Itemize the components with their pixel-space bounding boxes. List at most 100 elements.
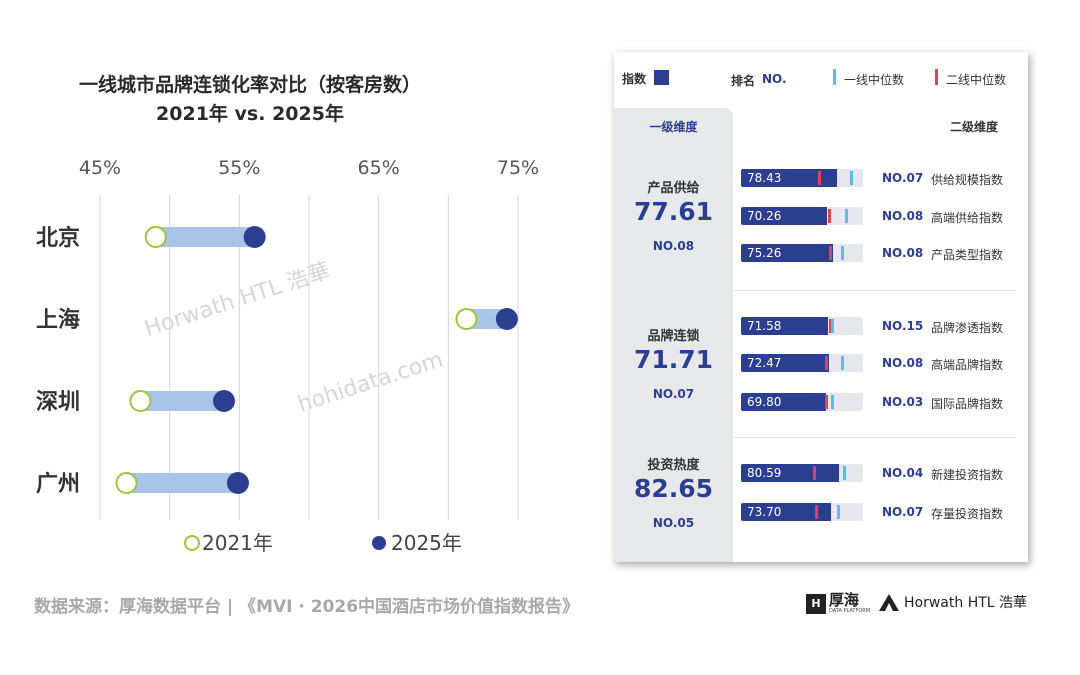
- sub-index-name: 新建投资指数: [931, 468, 1004, 482]
- index-bar: 69.80: [741, 393, 863, 411]
- level1-header: 一级维度: [649, 120, 698, 134]
- index-bar-fill: [741, 207, 827, 225]
- legend-2025-marker: [372, 536, 386, 550]
- index-bar: 73.70: [741, 503, 863, 521]
- sub-index-name: 产品类型指数: [931, 248, 1004, 262]
- horwath-logo: Horwath HTL 浩華: [878, 592, 1027, 612]
- sub-index-name: 高端供给指数: [931, 211, 1004, 225]
- group-rank: NO.07: [652, 387, 695, 401]
- index-bar-fill: [741, 169, 837, 187]
- sub-index-name: 国际品牌指数: [931, 397, 1004, 411]
- index-value: 71.58: [747, 319, 782, 333]
- sub-index-name: 高端品牌指数: [931, 358, 1004, 372]
- median2-marker: [825, 356, 829, 370]
- source-footer: 数据来源：厚海数据平台 | 《MVI · 2026中国酒店市场价值指数报告》: [34, 597, 580, 617]
- group-separator: [733, 437, 1015, 438]
- legend-median2-label: 二线中位数: [946, 73, 1007, 87]
- index-bar: 78.43: [741, 169, 863, 187]
- median2-marker: [828, 246, 832, 260]
- median2-marker: [827, 209, 831, 223]
- index-bar-fill: [741, 503, 831, 521]
- legend-2025-label: 2025年: [391, 531, 462, 555]
- legend-2021-label: 2021年: [202, 531, 273, 555]
- index-value: 73.70: [747, 505, 782, 519]
- level1-column: [614, 108, 733, 562]
- group-name: 产品供给: [647, 181, 700, 196]
- group-rank: NO.08: [652, 239, 695, 253]
- group-separator: [733, 290, 1015, 291]
- legend-index-swatch: [654, 70, 669, 85]
- group-name: 品牌连锁: [647, 329, 700, 344]
- median1-marker: [837, 505, 841, 519]
- hohi-logo-icon: H: [806, 594, 826, 614]
- chart-title: 一线城市品牌连锁化率对比（按客房数）: [78, 74, 421, 96]
- hohi-logo-text: 厚海: [829, 591, 860, 609]
- median2-marker: [817, 171, 821, 185]
- median1-marker: [841, 246, 845, 260]
- group-rank: NO.05: [652, 516, 695, 530]
- index-panel: 指数 排名 NO. 一线中位数 二线中位数 一级维度 二级维度 产品供给 77.6…: [614, 52, 1028, 562]
- index-value: 78.43: [747, 171, 782, 185]
- horwath-logo-text: Horwath HTL 浩華: [904, 595, 1028, 611]
- point-2025: [213, 390, 236, 412]
- legend-median2-swatch: [935, 69, 938, 85]
- point-2021: [129, 390, 152, 412]
- sub-index-rank: NO.07: [882, 171, 924, 185]
- sub-index-rank: NO.03: [882, 395, 924, 409]
- hohi-logo: H 厚海 DATA PLATFORM: [806, 593, 870, 615]
- index-bar: 75.26: [741, 244, 863, 262]
- point-2025: [226, 472, 249, 494]
- point-2025: [495, 308, 518, 330]
- median1-marker: [831, 319, 835, 333]
- index-bar: 71.58: [741, 317, 863, 335]
- legend-2021-marker: [184, 535, 200, 551]
- hohi-logo-sub: DATA PLATFORM: [829, 608, 871, 614]
- sub-index-name: 供给规模指数: [931, 173, 1004, 187]
- median1-marker: [849, 171, 853, 185]
- index-bar: 72.47: [741, 354, 863, 372]
- point-2021: [144, 226, 167, 248]
- index-bar-fill: [741, 393, 827, 411]
- median1-marker: [841, 356, 845, 370]
- index-value: 75.26: [747, 246, 782, 260]
- median2-marker: [828, 319, 832, 333]
- sub-index-name: 存量投资指数: [931, 507, 1004, 521]
- point-2025: [243, 226, 266, 248]
- chart-subtitle: 2021年 vs. 2025年: [156, 103, 344, 125]
- sub-index-rank: NO.08: [882, 356, 924, 370]
- sub-index-rank: NO.08: [882, 209, 924, 223]
- index-bar-fill: [741, 244, 833, 262]
- horwath-logo-icon: [879, 594, 899, 611]
- sub-index-name: 品牌渗透指数: [931, 321, 1004, 335]
- sub-index-rank: NO.08: [882, 246, 924, 260]
- legend-rank-sample: NO.: [762, 72, 787, 86]
- index-bar-fill: [741, 317, 829, 335]
- category-label: 深圳: [36, 390, 80, 415]
- index-bar-fill: [741, 354, 830, 372]
- category-label: 上海: [36, 307, 80, 333]
- group-name: 投资热度: [647, 458, 700, 473]
- category-label: 北京: [36, 225, 80, 251]
- level2-header: 二级维度: [949, 120, 998, 134]
- index-value: 80.59: [747, 466, 782, 480]
- x-tick-label: 65%: [358, 157, 400, 179]
- median1-marker: [843, 466, 847, 480]
- x-tick-label: 75%: [497, 157, 539, 179]
- legend-median1-swatch: [833, 69, 836, 85]
- group-score: 77.61: [633, 197, 714, 226]
- group-score: 82.65: [633, 474, 714, 503]
- group-score: 71.71: [633, 345, 714, 374]
- median2-marker: [812, 466, 816, 480]
- category-label: 广州: [36, 471, 80, 497]
- sub-index-rank: NO.07: [882, 505, 924, 519]
- median2-marker: [815, 505, 819, 519]
- index-bar: 80.59: [741, 464, 863, 482]
- median2-marker: [825, 395, 829, 409]
- point-2021: [115, 472, 138, 494]
- sub-index-rank: NO.15: [882, 319, 924, 333]
- median1-marker: [844, 209, 848, 223]
- median1-marker: [831, 395, 835, 409]
- index-value: 72.47: [747, 356, 782, 370]
- index-bar: 70.26: [741, 207, 863, 225]
